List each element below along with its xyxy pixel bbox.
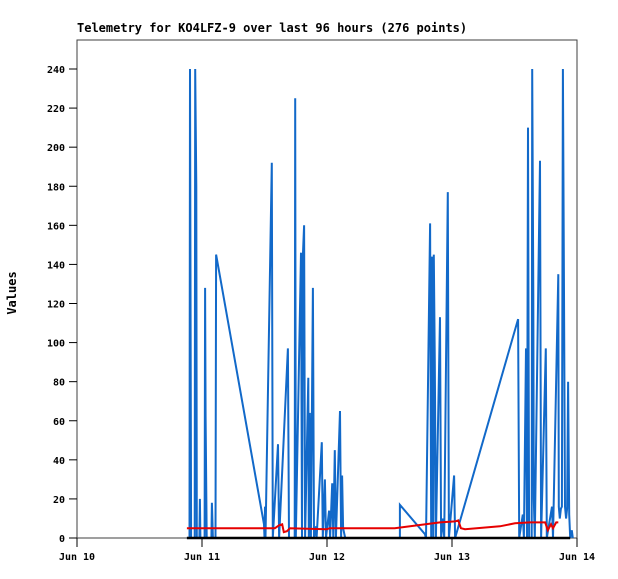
plot-frame	[76, 39, 578, 539]
y-tick-label: 60	[53, 417, 65, 428]
y-tick-label: 240	[47, 65, 65, 76]
series-line-telemetry-channel-red	[186, 519, 559, 534]
x-tick-label: Jun 10	[59, 552, 95, 563]
y-axis-ticks: 0 20 40 60 80 100 120 140 160 180 200 220 240	[47, 65, 77, 545]
y-tick-label: 0	[59, 534, 65, 545]
x-tick-label: Jun 13	[434, 552, 470, 563]
y-tick-label: 220	[47, 104, 65, 115]
x-tick-label: Jun 11	[184, 552, 220, 563]
series-line-telemetry-channel-blue	[186, 68, 574, 539]
y-tick-label: 20	[53, 495, 65, 506]
x-tick-label: Jun 14	[559, 552, 595, 563]
y-tick-label: 40	[53, 456, 65, 467]
x-tick-label: Jun 12	[309, 552, 345, 563]
y-tick-label: 200	[47, 143, 65, 154]
y-tick-label: 140	[47, 260, 65, 271]
y-tick-label: 100	[47, 339, 65, 350]
y-tick-label: 180	[47, 182, 65, 193]
x-axis-ticks: Jun 10 Jun 11 Jun 12 Jun 13 Jun 14	[59, 538, 595, 563]
y-tick-label: 80	[53, 378, 65, 389]
y-tick-label: 120	[47, 300, 65, 311]
data-series	[186, 68, 574, 540]
y-tick-label: 160	[47, 221, 65, 232]
chart-title: Telemetry for KO4LFZ-9 over last 96 hour…	[77, 21, 467, 35]
y-axis-label: Values	[5, 271, 19, 314]
